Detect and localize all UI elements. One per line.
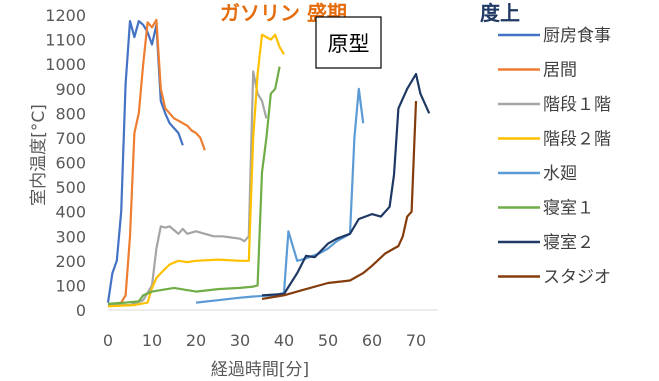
x-tick-label: 50 (318, 331, 338, 350)
series-line-8 (261, 100, 418, 300)
series-line-7 (261, 72, 431, 297)
y-tick-label: 300 (55, 227, 86, 246)
series-line-5 (195, 87, 365, 304)
y-axis-label: 室内温度[°C] (29, 104, 49, 206)
series-line-6 (107, 66, 281, 305)
y-tick-labels: 0 100 200 300 400 500 600 700 800 900 1000 1100 1200 (45, 6, 86, 320)
title-layer: ガソリン 盛期 度上 (220, 1, 520, 25)
series-line-2 (107, 18, 206, 307)
annotation-box: 原型 (315, 16, 382, 69)
legend-label: 厨房食事 (543, 26, 611, 46)
series-layer (106, 18, 431, 308)
legend-item-7: 寝室２ (498, 232, 594, 253)
x-tick-labels: 0 10 20 30 40 50 60 70 (103, 331, 426, 350)
y-tick-label: 200 (55, 252, 86, 271)
series-line-4 (107, 33, 285, 308)
y-tick-label: 0 (76, 301, 86, 320)
x-axis-label: 経過時間[分] (211, 360, 309, 380)
y-tick-label: 1000 (45, 55, 86, 74)
legend-label: 寝室２ (543, 232, 594, 253)
x-tick-label: 70 (406, 331, 426, 350)
annotation-text: 原型 (328, 32, 370, 56)
legend-label: 寝室１ (543, 198, 594, 219)
x-tick-label: 20 (186, 331, 206, 350)
y-tick-label: 700 (55, 129, 86, 148)
legend-label: 水廻 (543, 164, 577, 184)
legend-item-5: 水廻 (498, 164, 577, 184)
legend-label: スタジオ (543, 268, 611, 288)
title-fragment-right: 度上 (480, 1, 520, 25)
y-tick-label: 500 (55, 178, 86, 197)
x-tick-label: 60 (362, 331, 382, 350)
y-tick-label: 600 (55, 154, 86, 173)
y-tick-label: 800 (55, 104, 86, 123)
y-tick-label: 400 (55, 203, 86, 222)
y-tick-label: 100 (55, 276, 86, 295)
y-tick-label: 1100 (45, 31, 86, 50)
series-line-1 (106, 20, 184, 303)
legend-item-8: スタジオ (498, 268, 611, 288)
legend-label: 階段１階 (543, 95, 611, 115)
y-tick-label: 1200 (45, 6, 86, 25)
legend-item-2: 居間 (498, 61, 577, 81)
y-tick-label: 900 (55, 80, 86, 99)
legend-item-1: 厨房食事 (498, 26, 611, 46)
x-tick-label: 30 (230, 331, 250, 350)
legend-item-3: 階段１階 (498, 95, 611, 115)
legend-item-6: 寝室１ (498, 198, 594, 219)
x-tick-label: 10 (142, 331, 162, 350)
legend-label: 階段２階 (543, 130, 611, 150)
legend-label: 居間 (543, 61, 577, 81)
x-tick-label: 40 (274, 331, 294, 350)
legend-item-4: 階段２階 (498, 130, 611, 150)
series-line-3 (108, 70, 268, 307)
x-tick-label: 0 (103, 331, 113, 350)
